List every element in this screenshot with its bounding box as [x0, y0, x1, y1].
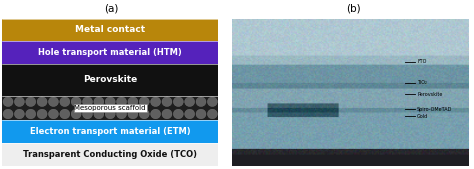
- Bar: [2, 41, 218, 64]
- Bar: [2, 143, 218, 166]
- Text: Mesoporous scaffold: Mesoporous scaffold: [74, 105, 146, 111]
- Ellipse shape: [105, 109, 115, 119]
- Ellipse shape: [3, 97, 13, 106]
- Ellipse shape: [37, 109, 47, 119]
- Text: Gold: Gold: [417, 114, 428, 119]
- Ellipse shape: [60, 109, 70, 119]
- Ellipse shape: [196, 97, 206, 106]
- Ellipse shape: [82, 109, 92, 119]
- Ellipse shape: [128, 109, 138, 119]
- Ellipse shape: [139, 97, 149, 106]
- Ellipse shape: [60, 97, 70, 106]
- Ellipse shape: [26, 97, 36, 106]
- Ellipse shape: [94, 97, 104, 106]
- Bar: [2, 19, 218, 41]
- Ellipse shape: [207, 97, 218, 106]
- Text: TiO₂: TiO₂: [417, 80, 427, 85]
- Ellipse shape: [26, 109, 36, 119]
- Text: Transparent Conducting Oxide (TCO): Transparent Conducting Oxide (TCO): [23, 150, 197, 159]
- Ellipse shape: [128, 97, 138, 106]
- Text: Metal contact: Metal contact: [75, 26, 145, 34]
- Ellipse shape: [105, 97, 115, 106]
- Text: Hole transport material (HTM): Hole transport material (HTM): [38, 48, 182, 57]
- Ellipse shape: [139, 109, 149, 119]
- Text: Spiro-OMeTAD: Spiro-OMeTAD: [417, 106, 453, 112]
- Ellipse shape: [185, 97, 195, 106]
- Ellipse shape: [82, 97, 92, 106]
- Text: Perovskite: Perovskite: [417, 92, 443, 97]
- Ellipse shape: [207, 109, 218, 119]
- Ellipse shape: [185, 109, 195, 119]
- Text: Perovskite: Perovskite: [83, 75, 137, 84]
- Text: FTO: FTO: [417, 59, 427, 64]
- Bar: [2, 96, 218, 120]
- Ellipse shape: [173, 97, 183, 106]
- Ellipse shape: [117, 109, 127, 119]
- Ellipse shape: [71, 97, 81, 106]
- Ellipse shape: [151, 109, 161, 119]
- Ellipse shape: [48, 109, 58, 119]
- Ellipse shape: [151, 97, 161, 106]
- Text: Electron transport material (ETM): Electron transport material (ETM): [30, 127, 191, 136]
- Ellipse shape: [162, 109, 172, 119]
- Bar: [2, 120, 218, 143]
- Ellipse shape: [37, 97, 47, 106]
- Ellipse shape: [196, 109, 206, 119]
- Ellipse shape: [117, 97, 127, 106]
- Bar: [2, 64, 218, 96]
- Text: (b): (b): [346, 4, 360, 14]
- Ellipse shape: [173, 109, 183, 119]
- Ellipse shape: [3, 109, 13, 119]
- Ellipse shape: [48, 97, 58, 106]
- Ellipse shape: [162, 97, 172, 106]
- Ellipse shape: [94, 109, 104, 119]
- Ellipse shape: [14, 109, 24, 119]
- Text: (a): (a): [104, 4, 118, 14]
- Ellipse shape: [71, 109, 81, 119]
- Ellipse shape: [14, 97, 24, 106]
